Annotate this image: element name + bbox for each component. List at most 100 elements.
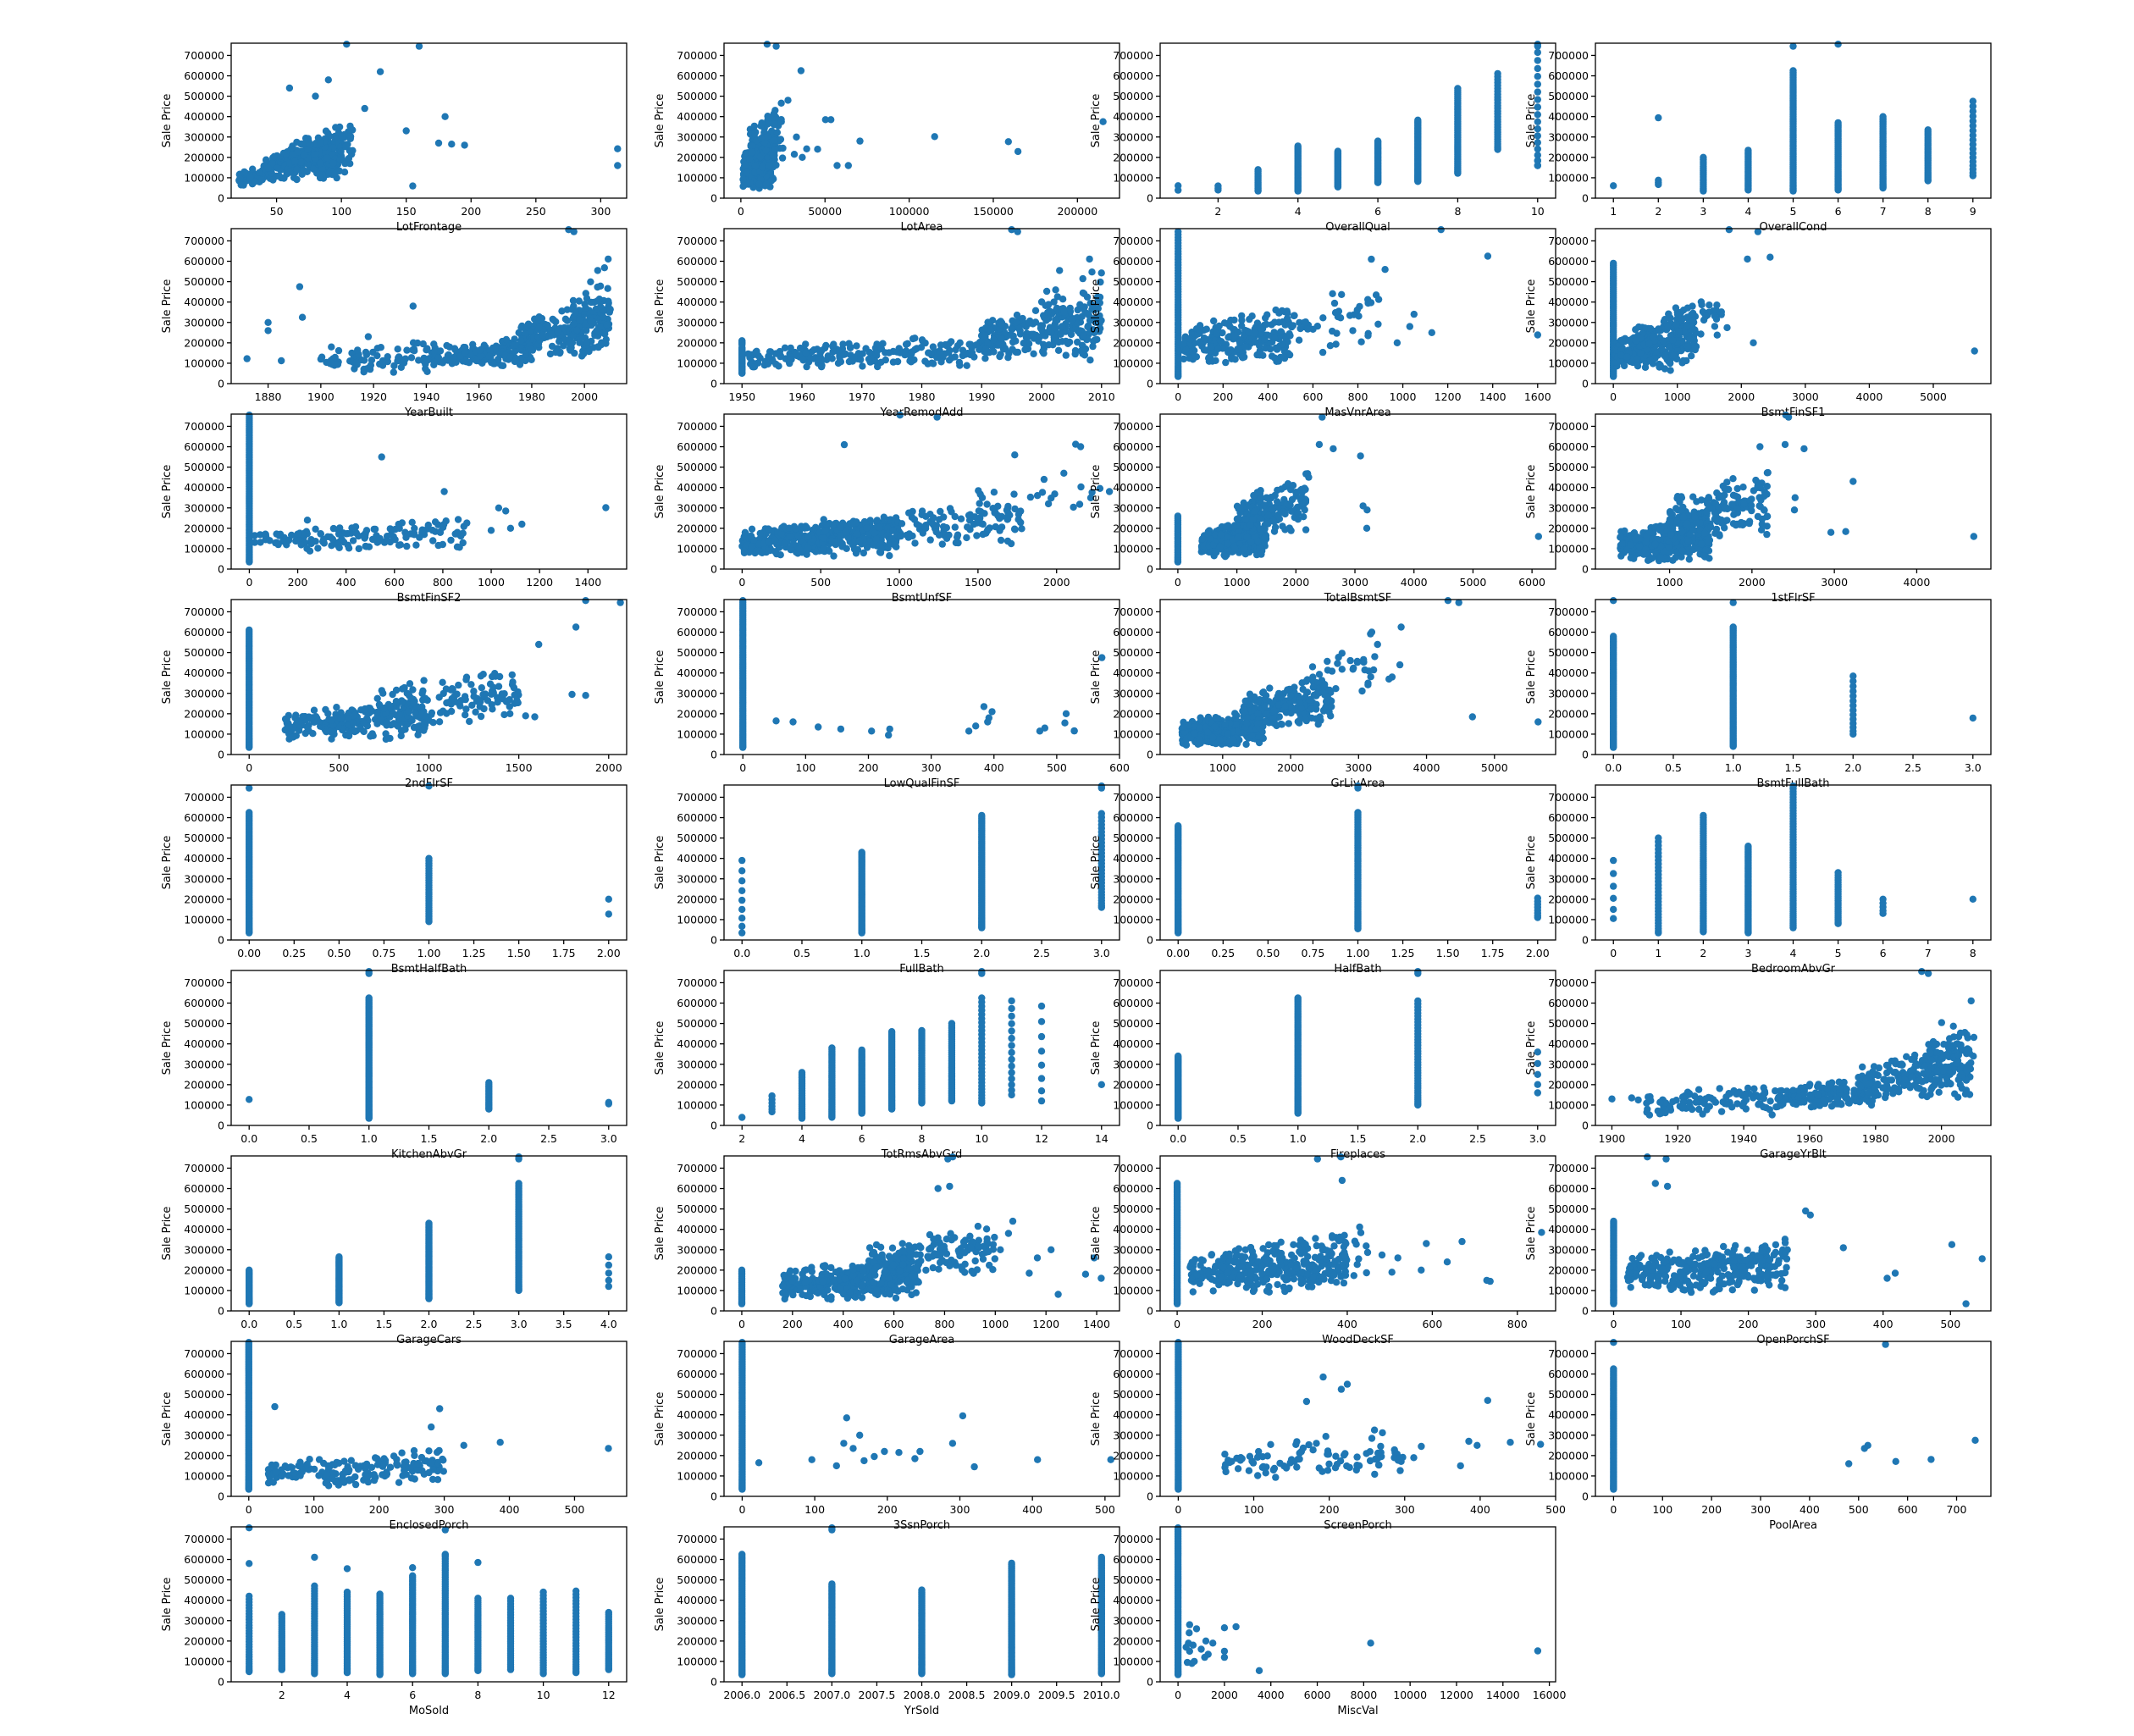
data-point xyxy=(300,151,308,158)
data-point xyxy=(943,342,951,350)
data-point xyxy=(289,151,296,159)
data-point xyxy=(1230,332,1239,340)
x-tick-label: 1400 xyxy=(574,576,601,589)
data-point xyxy=(948,508,955,516)
data-point xyxy=(1296,324,1304,333)
data-point xyxy=(454,516,462,523)
data-point xyxy=(587,318,595,326)
data-point xyxy=(1201,334,1208,342)
data-point xyxy=(872,535,881,543)
y-tick-label: 700000 xyxy=(1548,235,1589,247)
data-point xyxy=(1060,469,1068,477)
x-axis-label: BsmtFinSF2 xyxy=(397,592,462,605)
data-point xyxy=(352,358,360,367)
data-point xyxy=(274,540,282,549)
y-axis-label: Sale Price xyxy=(161,279,174,334)
x-tick-label: 0 xyxy=(738,576,745,589)
data-point xyxy=(439,540,446,549)
data-point xyxy=(976,515,983,522)
data-point xyxy=(1969,97,1976,105)
data-point xyxy=(434,139,443,147)
y-axis-label: Sale Price xyxy=(161,465,174,519)
data-point xyxy=(314,545,322,552)
subplot-YearBuilt: 1880 1900 1920 1940 1960 1980 2000010000020000… xyxy=(161,226,627,419)
data-point xyxy=(412,541,420,549)
data-point xyxy=(1245,329,1253,336)
x-tick-label: 400 xyxy=(1258,390,1278,403)
y-tick-label: 600000 xyxy=(184,255,224,268)
y-tick-label: 700000 xyxy=(677,49,717,62)
y-tick-label: 700000 xyxy=(1548,49,1589,62)
data-point xyxy=(461,349,469,357)
data-point xyxy=(317,159,324,168)
y-tick-label: 200000 xyxy=(184,151,224,163)
y-tick-label: 100000 xyxy=(677,357,717,369)
y-tick-label: 100000 xyxy=(184,171,224,184)
data-point xyxy=(376,537,384,545)
data-point xyxy=(829,522,837,529)
data-point xyxy=(552,348,560,357)
y-tick-label: 200000 xyxy=(1548,336,1589,349)
y-axis-label: Sale Price xyxy=(1525,279,1538,334)
data-point xyxy=(1702,312,1710,320)
data-point xyxy=(342,142,350,151)
data-point xyxy=(902,340,910,348)
data-point xyxy=(364,333,373,340)
data-point xyxy=(911,334,919,342)
data-point xyxy=(1060,308,1068,316)
data-point xyxy=(822,341,830,350)
data-point xyxy=(877,545,886,553)
data-point xyxy=(1175,182,1182,190)
data-point xyxy=(554,329,562,336)
data-point xyxy=(898,520,906,528)
data-point xyxy=(593,327,600,335)
data-point xyxy=(323,154,331,162)
data-point xyxy=(784,97,792,104)
data-point xyxy=(1646,357,1655,365)
data-point xyxy=(377,344,384,351)
data-point xyxy=(1233,515,1241,523)
data-point xyxy=(317,355,325,363)
data-point xyxy=(317,139,324,147)
data-point xyxy=(1637,350,1645,357)
data-point xyxy=(1713,331,1722,339)
y-tick-label: 100000 xyxy=(1113,357,1153,369)
y-tick-label: 0 xyxy=(1147,563,1153,576)
data-point xyxy=(787,344,794,352)
data-point xyxy=(403,542,411,550)
data-point xyxy=(955,358,964,367)
x-tick-label: 1960 xyxy=(788,390,815,403)
data-point xyxy=(804,533,812,540)
data-point xyxy=(273,530,280,538)
data-point xyxy=(873,517,882,524)
data-point xyxy=(270,152,278,160)
data-point xyxy=(856,137,864,145)
data-point xyxy=(765,525,772,533)
data-point xyxy=(1048,495,1055,502)
x-tick-label: 1 xyxy=(1610,205,1617,218)
y-tick-label: 600000 xyxy=(677,255,717,268)
x-tick-label: 800 xyxy=(433,576,453,589)
x-tick-label: 10 xyxy=(1531,205,1545,218)
data-point xyxy=(1661,353,1670,361)
x-tick-label: 1900 xyxy=(307,390,334,403)
y-tick-label: 200000 xyxy=(1113,522,1153,534)
data-point xyxy=(1655,325,1662,333)
data-point xyxy=(1003,506,1011,514)
y-tick-label: 400000 xyxy=(184,481,224,494)
data-point xyxy=(423,368,431,375)
data-point xyxy=(1062,351,1070,359)
data-point xyxy=(966,511,974,518)
data-point xyxy=(322,127,330,135)
data-point xyxy=(370,525,378,534)
data-point xyxy=(578,352,586,360)
data-point xyxy=(1410,310,1418,318)
data-point xyxy=(777,99,785,108)
data-point xyxy=(1067,330,1075,339)
data-point xyxy=(1050,298,1058,306)
data-point xyxy=(535,323,543,331)
data-point xyxy=(1039,347,1047,356)
data-point xyxy=(583,295,591,302)
data-point xyxy=(354,346,362,354)
